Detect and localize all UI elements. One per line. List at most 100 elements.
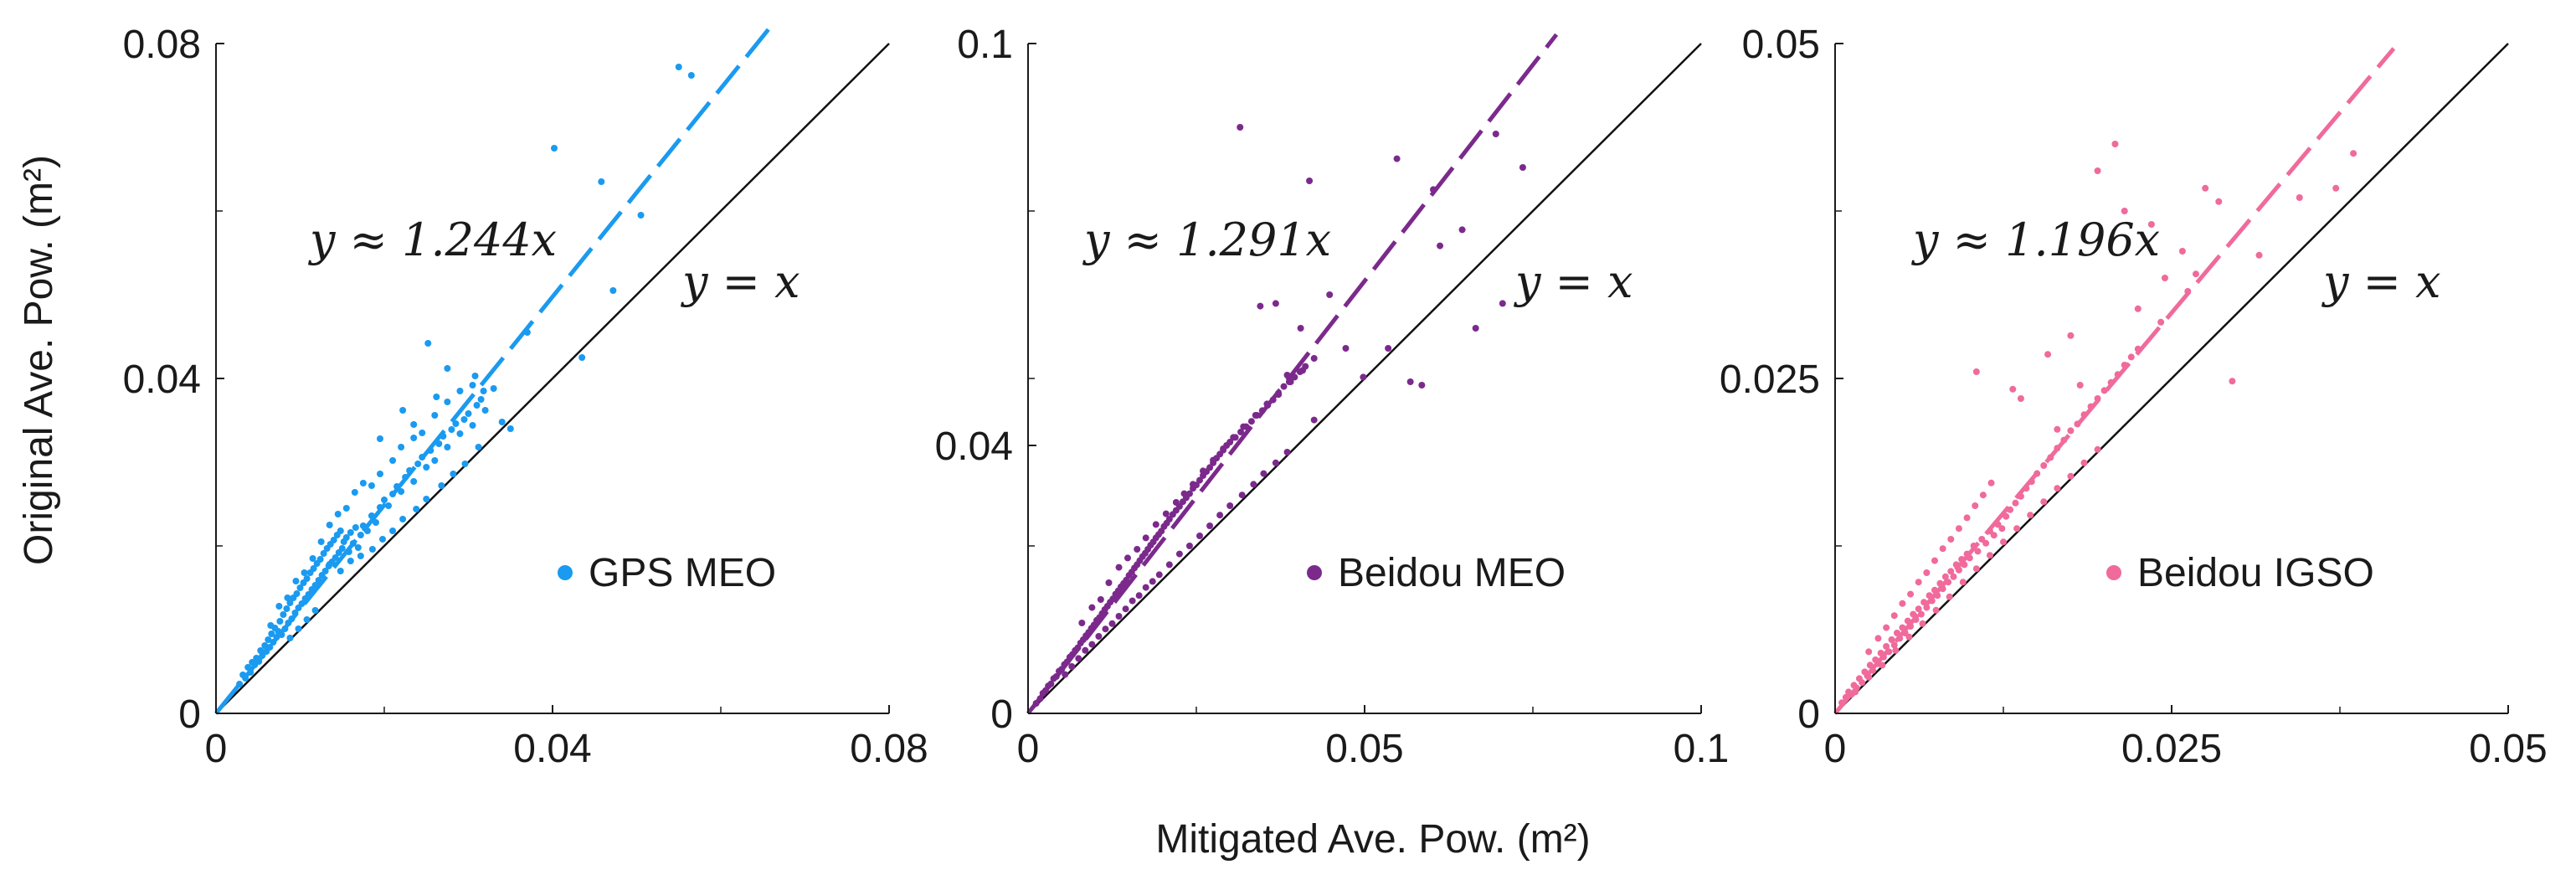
scatter-point [2013,525,2021,533]
scatter-point [1237,429,1245,435]
scatter-point [410,421,418,428]
scatter-point [1931,557,1938,564]
scatter-point [2067,472,2075,480]
scatter-point [1185,490,1193,497]
y-tick-label: 0 [178,692,201,737]
scatter-point [2296,194,2303,201]
scatter-point [2040,498,2048,506]
scatter-point [1210,456,1217,464]
scatter-point [303,616,311,623]
scatter-point [1310,355,1318,362]
scatter-point [293,590,301,597]
scatter-point [1883,624,1890,631]
scatter-point [1196,476,1204,484]
scatter-point [1206,522,1214,529]
scatter-point [267,622,275,629]
scatter-point [1342,345,1350,352]
scatter-panel-3: 0 0.025 0.05 0 0.025 0.05 y ≈ 1.196x y = x Beido… [1720,23,2548,771]
scatter-point [2157,318,2165,326]
scatter-point [506,425,514,432]
fit-equation-label: y ≈ 1.196x [1911,214,2160,266]
scatter-point [270,639,277,646]
scatter-point [438,482,445,489]
y-tick-label: 0.05 [1742,23,1820,67]
scatter-point [1102,625,1109,633]
scatter-point [2134,305,2142,312]
scatter-point [1472,325,1479,332]
identity-equation-label: y = x [2321,255,2441,308]
scatter-point [1115,564,1123,571]
scatter-point [1915,605,1922,613]
scatter-point [444,444,451,450]
scatter-point [1874,635,1882,642]
scatter-point [2147,221,2155,228]
scatter-point [465,410,472,417]
scatter-point [448,426,455,433]
scatter-point [1078,620,1086,626]
scatter-point [1272,300,1279,307]
scatter-point [1240,423,1247,430]
scatter-point [2202,184,2209,192]
scatter-point [1299,367,1307,374]
scatter-point [413,506,420,512]
scatter-point [1129,597,1136,605]
scatter-point [261,642,269,649]
scatter-point [1108,620,1116,627]
scatter-point [1406,378,1414,385]
scatter-point [423,496,430,502]
scatter-point [1175,550,1183,558]
scatter-point [286,600,294,606]
scatter-point [1939,545,1946,553]
scatter-point [1226,502,1234,509]
scatter-points [236,64,695,687]
scatter-point [309,555,316,562]
x-tick-label: 0.05 [1325,727,1403,771]
scatter-point [2044,351,2052,358]
scatter-point [609,287,617,294]
identity-equation-label: y = x [681,255,800,308]
scatter-point [675,64,682,70]
scatter-point [1088,604,1096,611]
scatter-point [385,502,393,509]
scatter-point [1123,554,1131,562]
scatter-point [378,536,386,543]
scatter-point [1892,646,1900,654]
scatter-point [1152,521,1159,528]
y-tick-label: 0.04 [935,425,1013,469]
scatter-point [352,524,359,531]
legend-marker [558,565,573,580]
scatter-point [389,527,397,534]
scatter-point [456,388,464,394]
scatter-point [1142,534,1149,542]
scatter-point [1947,536,1955,543]
fit-line [1026,33,1559,715]
scatter-point [283,605,291,612]
scatter-point [2121,208,2128,214]
scatter-point [1082,646,1089,654]
scatter-point [1950,573,1957,580]
scatter-point [280,611,287,618]
scatter-point [498,419,506,425]
scatter-point [1220,445,1227,452]
legend: Beidou MEO [1307,551,1566,595]
scatter-point [1915,579,1922,586]
y-tick-label: 0.1 [957,23,1013,67]
scatter-point [359,480,367,486]
scatter-point [490,385,497,392]
scatter-point [1216,512,1224,519]
scatter-point [687,72,695,79]
fit-line [1833,47,2396,715]
scatter-point [1947,568,1955,575]
scatter-point [354,544,362,551]
scatter-point [342,505,350,512]
scatter-point [398,488,405,495]
legend-label: Beidou MEO [1338,551,1566,595]
x-axis-label: Mitigated Ave. Pow. (m²) [1155,817,1590,862]
scatter-point [1890,612,1898,620]
scatter-point [2009,385,2017,393]
scatter-point [1062,671,1069,678]
scatter-point [337,568,344,574]
scatter-point [2178,248,2186,255]
scatter-point [473,402,481,409]
scatter-point [2255,251,2263,259]
